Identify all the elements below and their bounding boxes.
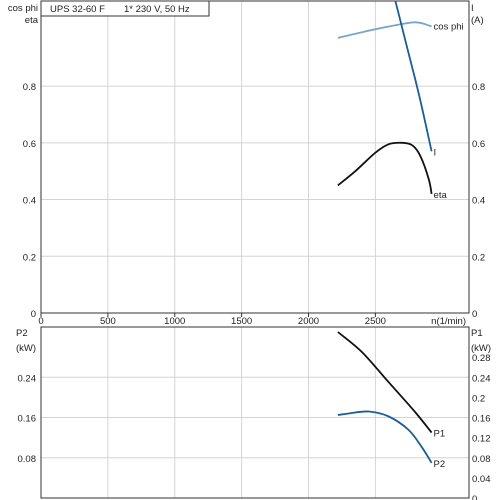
- eta-curve: [337, 141, 433, 195]
- chart-title: UPS 32-60 F: [50, 4, 105, 15]
- top-right-tick-label: 0.8: [472, 82, 485, 93]
- p2-curve: [337, 410, 433, 464]
- top-left-tick-label: 0.8: [23, 82, 36, 93]
- p1-curve: [337, 331, 433, 434]
- p2-series-label: P2: [434, 459, 446, 470]
- bottom-left-tick-label: 0.08: [18, 454, 37, 465]
- x-tick-label: 2000: [298, 316, 319, 327]
- top-left-tick-label: 0.6: [23, 139, 36, 150]
- x-tick-label: 500: [100, 316, 116, 327]
- title-box: [40, 0, 210, 17]
- x-tick-label: 1000: [164, 316, 185, 327]
- cos-phi-series-label: cos phi: [434, 22, 464, 33]
- top-right-axis-label-2: (A): [471, 15, 484, 26]
- x-tick-label: 1500: [231, 316, 252, 327]
- top-axes-ticks: 0 500 1000 1500 2000 2500 0 0.2 0.4 0.6 0.8 0 0.2 0.4…: [23, 82, 485, 327]
- x-tick-label: 0: [38, 316, 43, 327]
- x-axis-label: n(1/min): [431, 316, 466, 327]
- top-left-tick-label: 0.2: [23, 252, 36, 263]
- top-left-axis-label-1: cos phi: [8, 3, 38, 14]
- top-right-tick-label: 0.4: [472, 196, 485, 207]
- bottom-right-tick-label: 0.2: [472, 393, 485, 404]
- top-right-axis-label-1: I: [471, 3, 474, 14]
- top-right-tick-label: 0.6: [472, 139, 485, 150]
- x-tick-label: 2500: [365, 316, 386, 327]
- top-left-tick-label: 0.4: [23, 196, 36, 207]
- top-plot-frame: [40, 0, 470, 314]
- bottom-axes-ticks: 0.08 0.16 0.24 0 0.04 0.08 0.12 0.16 0.2 0.24 0.28: [18, 353, 491, 500]
- bottom-plot-series: P1 P2: [337, 331, 446, 470]
- bottom-right-tick-label: 0.12: [472, 434, 491, 445]
- top-left-tick-label: 0: [31, 309, 36, 320]
- bottom-plot-frame: [40, 326, 470, 499]
- top-right-tick-label: 0.2: [472, 252, 485, 263]
- bottom-left-tick-label: 0.24: [18, 373, 37, 384]
- bottom-right-tick-label: 0.04: [472, 474, 491, 485]
- bottom-left-axis-label-1: P2: [16, 328, 28, 339]
- eta-series-label: eta: [434, 190, 448, 201]
- top-plot-grid: [41, 1, 469, 313]
- bottom-left-tick-label: 0.16: [18, 414, 37, 425]
- i-series-label: I: [434, 147, 437, 158]
- chart-subtitle: 1* 230 V, 50 Hz: [124, 4, 190, 15]
- cos-phi-curve: [337, 21, 432, 39]
- top-right-tick-label: 0: [472, 309, 477, 320]
- bottom-right-axis-label-1: P1: [471, 328, 483, 339]
- bottom-left-axis-label-2: (kW): [16, 343, 36, 354]
- bottom-right-tick-label: 0: [472, 494, 477, 500]
- i-curve: [394, 0, 433, 152]
- p1-series-label: P1: [434, 429, 446, 440]
- bottom-right-axis-label-2: (kW): [471, 343, 491, 354]
- bottom-right-tick-label: 0.08: [472, 454, 491, 465]
- top-left-axis-label-2: eta: [25, 15, 39, 26]
- bottom-right-tick-label: 0.28: [472, 353, 491, 364]
- bottom-right-tick-label: 0.24: [472, 373, 491, 384]
- bottom-plot-grid: [41, 327, 469, 498]
- bottom-right-tick-label: 0.16: [472, 414, 491, 425]
